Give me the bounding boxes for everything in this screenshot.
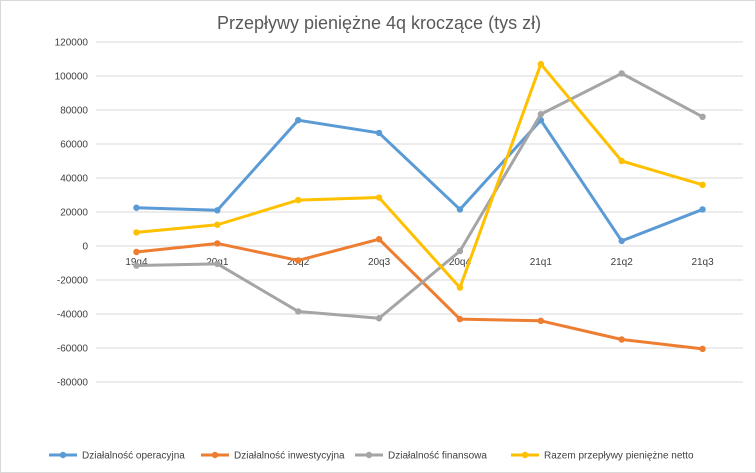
data-point-0-4 (456, 206, 464, 213)
y-tick-label-0: 120000 (55, 38, 89, 49)
data-point-3-4 (456, 284, 464, 291)
data-point-3-6 (618, 157, 625, 165)
y-tick-label-10: -80000 (57, 378, 89, 389)
data-point-3-1 (214, 221, 221, 228)
gridlines (96, 41, 743, 383)
series-3 (133, 60, 706, 291)
x-tick-label-7: 21q3 (691, 257, 714, 268)
data-point-1-0 (133, 248, 140, 256)
y-axis-ticks: 120000 100000 80000 60000 40000 20000 0 -20000 -… (55, 38, 89, 389)
data-point-1-1 (214, 240, 221, 247)
data-point-2-7 (699, 113, 706, 121)
series-1 (133, 236, 706, 353)
series-0 (133, 117, 706, 245)
data-point-0-3 (375, 129, 383, 137)
legend-label-3: Razem przepływy pieniężne netto (544, 451, 694, 462)
data-point-3-3 (375, 194, 383, 201)
data-point-1-4 (456, 315, 464, 323)
series-line-1 (134, 237, 705, 351)
legend-item-0: Działalność operacyjna (49, 451, 185, 462)
y-tick-label-2: 80000 (60, 106, 88, 117)
legend-label-1: Działalność inwestycyjna (234, 451, 345, 462)
series-line-0 (134, 118, 705, 243)
chart-title: Przepływy pieniężne 4q kroczące (tys zł) (217, 13, 541, 33)
data-point-0-2 (294, 117, 302, 124)
legend-item-2: Działalność finansowa (355, 451, 487, 462)
y-tick-label-1: 100000 (55, 72, 89, 83)
legend-marker-1 (211, 451, 219, 459)
data-point-2-5 (537, 111, 545, 118)
data-point-3-2 (294, 196, 302, 204)
x-tick-label-4: 20q4 (449, 257, 472, 268)
data-point-0-6 (618, 237, 625, 245)
data-point-3-7 (699, 181, 706, 188)
x-tick-label-5: 21q1 (530, 257, 553, 268)
data-point-2-3 (375, 315, 383, 322)
data-point-1-5 (537, 317, 545, 324)
data-point-0-7 (699, 206, 706, 213)
data-point-2-6 (618, 70, 625, 77)
data-point-1-3 (375, 236, 383, 243)
y-tick-label-5: 20000 (60, 208, 88, 219)
legend-label-2: Działalność finansowa (388, 451, 487, 462)
y-tick-label-9: -60000 (57, 344, 89, 355)
legend-marker-0 (59, 451, 67, 459)
data-point-1-2 (294, 257, 302, 264)
data-point-1-6 (618, 336, 625, 343)
y-tick-label-4: 40000 (60, 174, 88, 185)
legend-marker-2 (365, 451, 373, 459)
y-tick-label-6: 0 (82, 242, 88, 253)
data-point-3-5 (537, 60, 545, 68)
data-point-2-2 (294, 308, 302, 315)
data-point-2-0 (133, 262, 140, 269)
data-point-2-1 (214, 260, 221, 268)
data-point-3-0 (133, 229, 140, 236)
legend: Działalność operacyjna Działalność inwest… (49, 451, 694, 462)
data-point-2-4 (456, 247, 464, 255)
x-tick-label-6: 21q2 (611, 257, 634, 268)
data-point-1-7 (699, 345, 706, 353)
data-point-0-0 (133, 204, 140, 211)
legend-item-3: Razem przepływy pieniężne netto (511, 451, 694, 462)
series-line-3 (134, 62, 705, 290)
y-tick-label-8: -40000 (57, 310, 89, 321)
y-tick-label-7: -20000 (57, 276, 89, 287)
legend-marker-3 (521, 451, 529, 459)
series-line-2 (134, 71, 705, 320)
legend-item-1: Działalność inwestycyjna (201, 451, 345, 462)
legend-label-0: Działalność operacyjna (82, 451, 185, 462)
x-tick-label-3: 20q3 (368, 257, 391, 268)
y-tick-label-3: 60000 (60, 140, 88, 151)
data-point-0-1 (214, 207, 221, 214)
series-2 (133, 70, 706, 322)
series-lines (133, 60, 706, 353)
